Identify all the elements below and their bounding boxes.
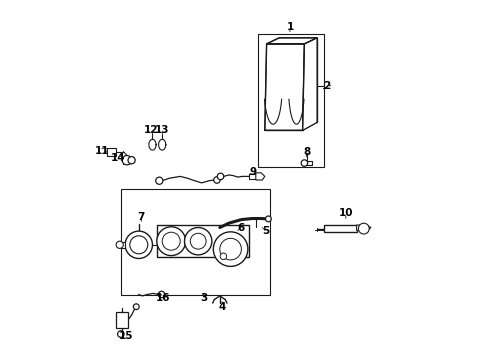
Polygon shape: [324, 225, 357, 232]
Bar: [121, 189, 270, 295]
Circle shape: [217, 173, 224, 180]
Circle shape: [156, 177, 163, 184]
Polygon shape: [256, 173, 265, 180]
Text: 2: 2: [323, 81, 330, 91]
Polygon shape: [357, 225, 371, 230]
Circle shape: [158, 291, 165, 298]
Text: 3: 3: [200, 293, 207, 303]
Circle shape: [128, 157, 135, 164]
Circle shape: [213, 232, 248, 266]
Text: 4: 4: [218, 302, 226, 312]
Circle shape: [122, 156, 132, 165]
Polygon shape: [157, 225, 248, 257]
Circle shape: [220, 238, 242, 260]
Text: 16: 16: [156, 293, 170, 303]
Text: 8: 8: [303, 147, 310, 157]
Text: 12: 12: [144, 125, 159, 135]
Circle shape: [266, 216, 271, 222]
Circle shape: [301, 160, 308, 166]
Circle shape: [116, 241, 123, 248]
Circle shape: [162, 232, 180, 250]
Bar: [107, 148, 117, 156]
Circle shape: [125, 231, 152, 258]
Polygon shape: [267, 38, 317, 44]
Text: 6: 6: [238, 222, 245, 233]
Polygon shape: [303, 38, 317, 130]
Circle shape: [190, 233, 206, 249]
Circle shape: [157, 227, 186, 256]
Text: 10: 10: [339, 208, 353, 218]
Circle shape: [358, 223, 369, 234]
Text: 14: 14: [111, 153, 125, 163]
Text: 9: 9: [249, 167, 256, 177]
Circle shape: [118, 331, 124, 337]
Circle shape: [214, 177, 220, 183]
Text: 5: 5: [262, 226, 270, 236]
Text: 11: 11: [95, 146, 109, 156]
Polygon shape: [265, 44, 304, 130]
Polygon shape: [249, 174, 256, 179]
Text: 13: 13: [155, 125, 170, 135]
Bar: [258, 34, 324, 167]
Bar: [116, 312, 127, 328]
Circle shape: [185, 228, 212, 255]
Circle shape: [130, 236, 148, 254]
Circle shape: [133, 304, 139, 310]
Polygon shape: [121, 242, 125, 248]
Text: 15: 15: [119, 330, 133, 341]
Polygon shape: [302, 161, 312, 165]
Circle shape: [220, 253, 227, 260]
Text: 1: 1: [286, 22, 294, 32]
Text: 7: 7: [138, 212, 145, 222]
